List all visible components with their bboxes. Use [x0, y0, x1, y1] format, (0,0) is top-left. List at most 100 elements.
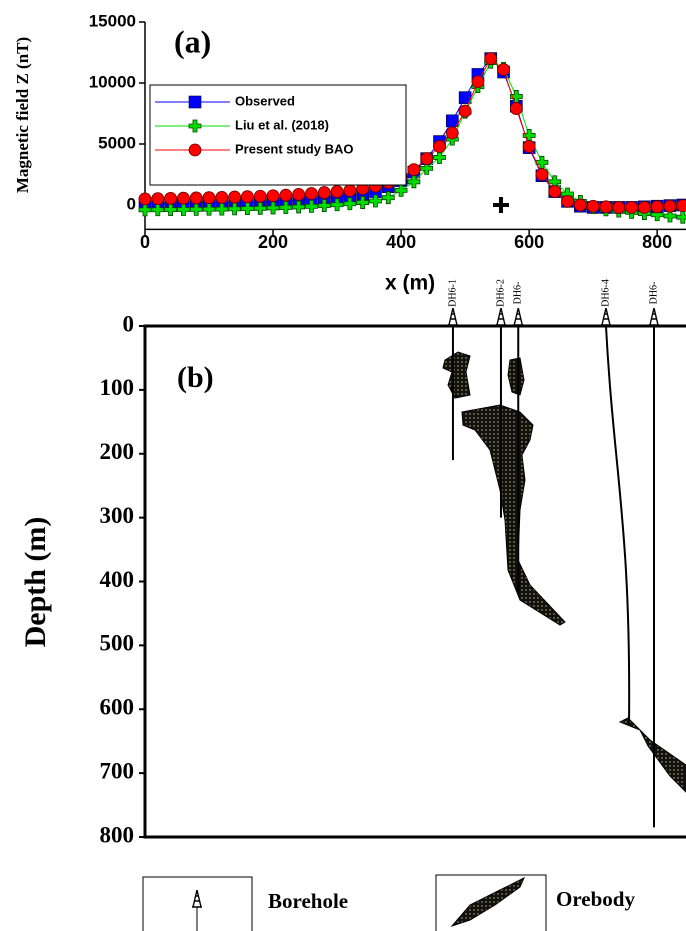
- marker: [369, 194, 382, 208]
- y-axis-label: Depth (m): [19, 517, 52, 648]
- y-tick-label: 200: [100, 439, 135, 464]
- legend-marker: [188, 95, 202, 109]
- y-tick-label: 15000: [89, 11, 136, 30]
- y-tick-label: 500: [100, 631, 135, 656]
- legend-box: [435, 874, 547, 931]
- marker: [407, 163, 421, 177]
- marker: [663, 209, 677, 223]
- legend-label: Orebody: [556, 887, 635, 911]
- marker: [484, 52, 498, 65]
- x-tick-label: 800: [642, 232, 672, 252]
- marker: [625, 201, 638, 214]
- marker: [509, 90, 523, 103]
- marker: [215, 191, 229, 204]
- marker: [612, 201, 626, 214]
- marker: [433, 140, 446, 153]
- marker: [522, 140, 536, 153]
- marker: [202, 191, 216, 205]
- y-tick-label: 100: [100, 375, 135, 400]
- marker: [343, 197, 357, 211]
- marker: [650, 200, 664, 214]
- orebodies: [442, 351, 686, 793]
- y-tick-label: 0: [127, 194, 136, 213]
- marker: [177, 191, 190, 205]
- marker: [202, 202, 216, 216]
- legend-b-frames: [142, 874, 547, 931]
- marker: [177, 203, 190, 216]
- marker: [266, 189, 280, 203]
- marker: [637, 201, 651, 214]
- marker: [279, 188, 293, 202]
- marker: [215, 202, 229, 216]
- marker: [266, 201, 280, 215]
- marker: [164, 203, 178, 217]
- marker: [279, 201, 293, 214]
- x-tick-label: 400: [386, 232, 416, 252]
- panel-title: (b): [177, 361, 214, 394]
- legend-orebody-icon: [450, 876, 526, 928]
- marker: [676, 210, 686, 224]
- marker: [676, 199, 686, 213]
- marker: [535, 168, 549, 181]
- borehole-collar: [648, 308, 660, 326]
- marker: [381, 191, 395, 205]
- y-tick-label: 300: [100, 503, 135, 528]
- marker: [663, 199, 677, 213]
- legend-marker: [188, 119, 202, 133]
- marker: [189, 202, 203, 216]
- marker: [292, 200, 306, 214]
- marker: [330, 198, 344, 212]
- marker: [317, 199, 331, 213]
- marker: [394, 183, 408, 197]
- y-tick-label: 700: [100, 758, 135, 783]
- legend-label: Observed: [235, 93, 295, 108]
- marker: [151, 192, 165, 206]
- borehole-label: DH6-: [513, 282, 524, 305]
- x-axis-label: x (m): [385, 272, 435, 295]
- orebody: [507, 357, 525, 396]
- marker: [330, 185, 344, 198]
- y-tick-label: 800: [100, 822, 135, 847]
- marker: [241, 202, 254, 216]
- marker: [228, 190, 242, 204]
- marker: [241, 190, 254, 204]
- borehole-label: DH6-: [648, 282, 659, 305]
- marker: [420, 152, 434, 166]
- legend-label: Present study BAO: [235, 141, 353, 156]
- legend-label: Liu et al. (2018): [235, 117, 329, 132]
- marker: [445, 126, 459, 140]
- borehole-label: DH6-1: [447, 279, 458, 307]
- y-tick-label: 600: [100, 695, 135, 720]
- source-marker: [492, 197, 509, 213]
- borehole: [604, 325, 631, 726]
- y-tick-label: 0: [123, 311, 135, 336]
- legend-box: [142, 876, 253, 931]
- marker: [573, 198, 587, 212]
- plot-frame: [143, 324, 686, 839]
- marker: [586, 199, 600, 213]
- borehole-label: DH6-2: [495, 279, 506, 307]
- marker: [471, 75, 485, 89]
- borehole-collar: [447, 308, 459, 326]
- marker: [228, 202, 242, 216]
- y-tick-label: 5000: [98, 133, 136, 152]
- marker: [509, 102, 523, 116]
- marker: [433, 151, 446, 164]
- legend-borehole-icon: [191, 890, 203, 908]
- legend-label: Borehole: [268, 889, 348, 913]
- marker: [292, 187, 306, 201]
- marker: [458, 104, 472, 118]
- orebody: [461, 404, 566, 626]
- marker: [253, 189, 267, 203]
- borehole-collar: [495, 308, 507, 326]
- marker: [317, 186, 331, 199]
- panel-title: (a): [174, 23, 211, 59]
- marker: [305, 199, 318, 213]
- orebody: [618, 717, 686, 793]
- marker: [253, 201, 267, 215]
- x-tick-label: 200: [258, 232, 288, 252]
- y-tick-label: 400: [100, 567, 135, 592]
- marker: [561, 194, 574, 208]
- borehole-collar: [512, 308, 524, 326]
